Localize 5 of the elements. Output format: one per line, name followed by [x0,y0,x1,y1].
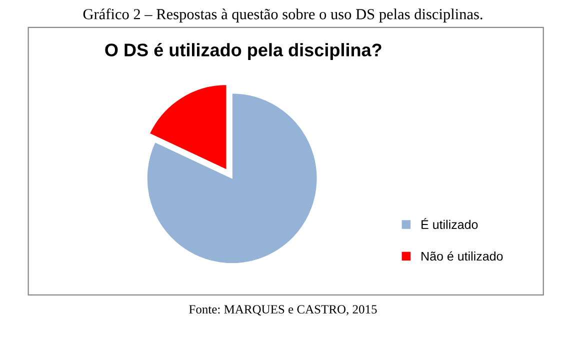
legend-label: Não é utilizado [422,251,503,261]
chart-subtitle: Gráfico 2 – Respostas à questão sobre o uso DS pelas disciplinas. [83,8,482,22]
legend-label: É utilizado [422,218,478,230]
chart-title: O DS é utilizado pela disciplina? [105,42,382,60]
source-note: Fonte: MARQUES e CASTRO, 2015 [189,305,377,316]
